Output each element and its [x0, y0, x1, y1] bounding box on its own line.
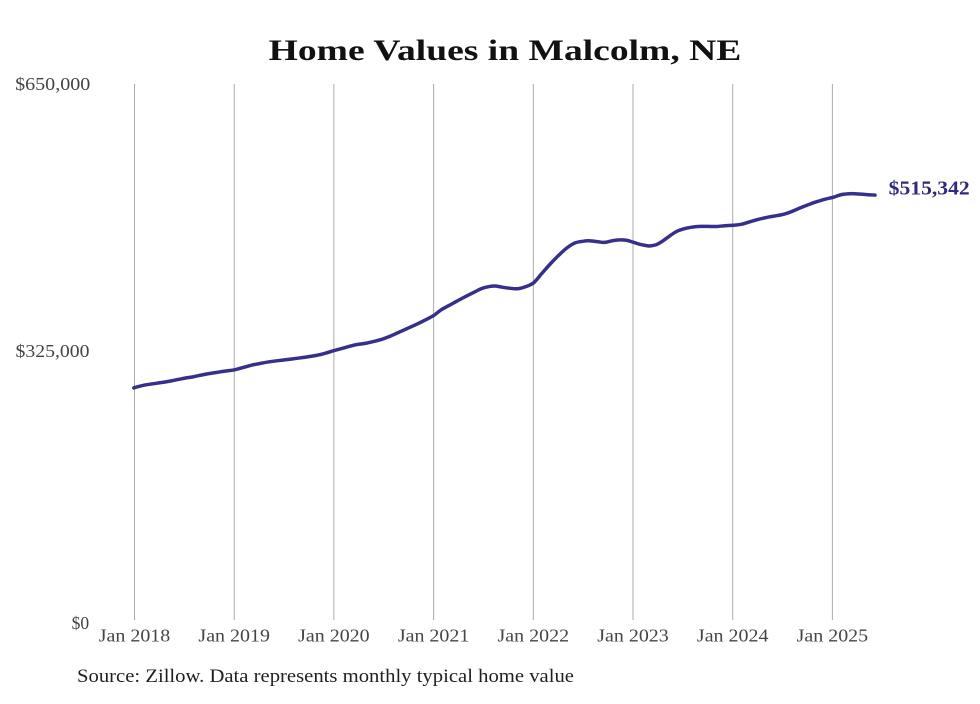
- svg-text:$325,000: $325,000: [16, 341, 90, 361]
- svg-text:Jan 2025: Jan 2025: [797, 626, 869, 646]
- svg-text:Jan 2024: Jan 2024: [697, 626, 769, 646]
- svg-text:Jan 2023: Jan 2023: [597, 626, 669, 646]
- svg-text:Jan 2022: Jan 2022: [498, 626, 570, 646]
- svg-text:Jan 2020: Jan 2020: [298, 626, 370, 646]
- svg-text:Jan 2021: Jan 2021: [398, 626, 470, 646]
- svg-text:Jan 2018: Jan 2018: [99, 626, 171, 646]
- svg-text:Jan 2019: Jan 2019: [198, 626, 270, 646]
- svg-text:$650,000: $650,000: [15, 74, 90, 94]
- svg-text:$515,342: $515,342: [889, 178, 970, 200]
- svg-text:$0: $0: [72, 613, 90, 633]
- svg-text:Source: Zillow. Data represent: Source: Zillow. Data represents monthly …: [77, 666, 574, 687]
- svg-text:Home Values in Malcolm, NE: Home Values in Malcolm, NE: [269, 34, 742, 67]
